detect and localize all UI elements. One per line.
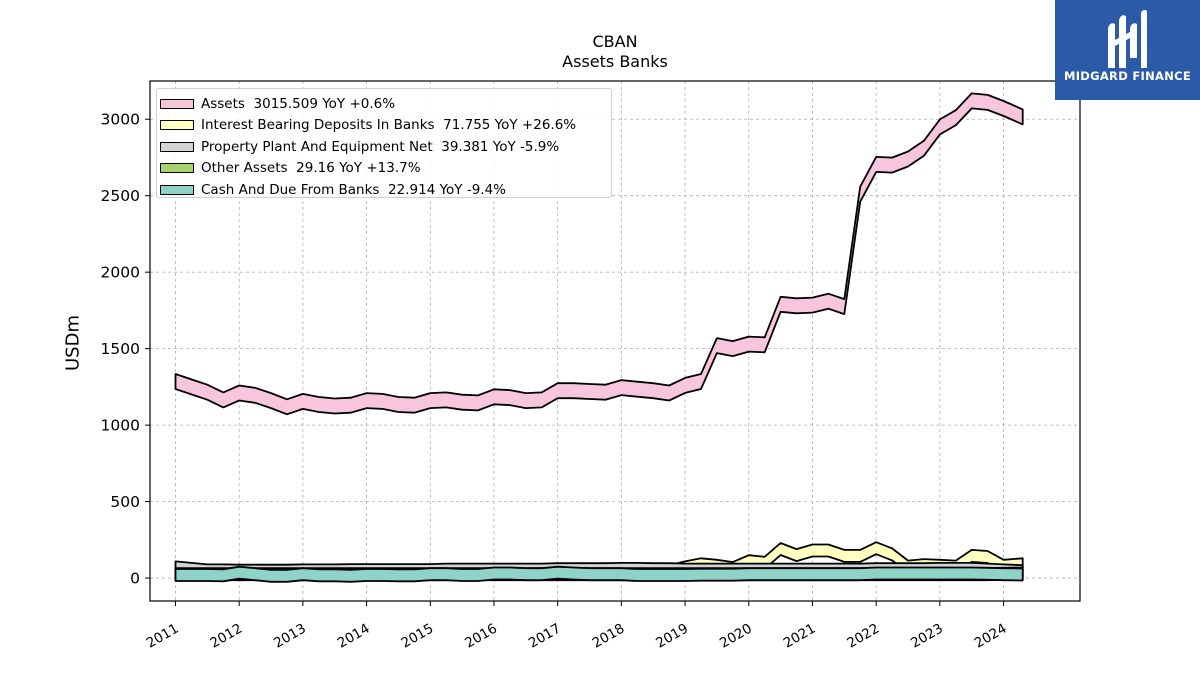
legend-item-assets: Assets 3015.509 YoY +0.6% [157,93,611,115]
legend-label-interest-bearing-deposits: Interest Bearing Deposits In Banks 71.75… [201,117,577,134]
x-tick-label: 2020 [717,621,755,652]
brand-name: MIDGARD FINANCE [1063,69,1192,83]
legend-swatch-cash-due-from-banks [160,184,194,195]
legend-item-property-plant-equipment: Property Plant And Equipment Net 39.381 … [157,136,611,158]
x-tick-label: 2023 [908,621,946,652]
y-axis-label: USDm [62,315,84,371]
x-tick-label: 2022 [844,621,882,652]
x-tick-label: 2018 [590,621,628,652]
legend-swatch-assets [160,98,194,109]
x-tick-label: 2014 [335,621,373,652]
legend-item-other-assets: Other Assets 29.16 YoY +13.7% [157,158,611,180]
y-tick-label: 3000 [101,111,140,129]
series-line-cash-and-due-from-banks [174,565,1024,583]
chart-title: CBAN [592,32,638,51]
gridlines [150,81,1080,601]
x-tick-label: 2012 [207,621,245,652]
x-tick-label: 2019 [653,621,691,652]
legend-label-other-assets: Other Assets 29.16 YoY +13.7% [201,160,421,177]
legend-item-interest-bearing-deposits: Interest Bearing Deposits In Banks 71.75… [157,115,611,137]
midgard-logo-icon [1108,10,1147,68]
legend-label-cash-due-from-banks: Cash And Due From Banks 22.914 YoY -9.4% [201,181,506,198]
x-tick-label: 2024 [972,621,1010,652]
chart-subtitle: Assets Banks [562,52,668,71]
x-tick-label: 2016 [462,621,500,652]
legend-label-property-plant-equipment: Property Plant And Equipment Net 39.381 … [201,138,560,155]
x-tick-label: 2017 [526,621,564,652]
x-tick-label: 2015 [399,621,437,652]
y-tick-label: 2000 [101,264,140,282]
y-tick-label: 1000 [101,417,140,435]
x-tick-label: 2011 [144,621,182,652]
legend-swatch-other-assets [160,163,194,174]
x-tick-label: 2021 [781,621,819,652]
y-tick-label: 2500 [101,187,140,205]
x-tick-label: 2013 [271,621,309,652]
y-tick-label: 1500 [101,340,140,358]
series-areas [174,92,1024,583]
legend-swatch-interest-bearing-deposits [160,120,194,131]
series-line-assets [174,92,1024,416]
y-tick-label: 0 [130,570,140,588]
legend: Assets 3015.509 YoY +0.6% Interest Beari… [156,88,612,198]
brand-logo: MIDGARD FINANCE [1055,0,1200,100]
legend-item-cash-due-from-banks: Cash And Due From Banks 22.914 YoY -9.4% [157,179,611,201]
legend-swatch-property-plant-equipment [160,141,194,152]
plot-frame [149,80,1081,602]
legend-label-assets: Assets 3015.509 YoY +0.6% [201,95,396,112]
y-tick-label: 500 [110,493,140,511]
